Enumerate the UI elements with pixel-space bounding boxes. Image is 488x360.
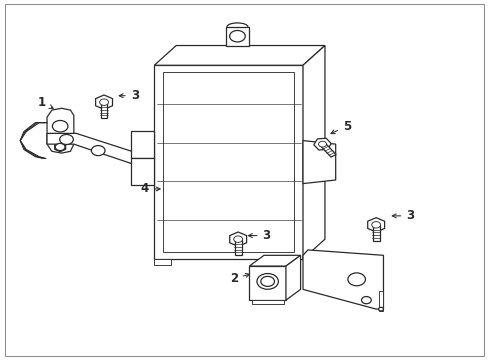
- Circle shape: [361, 297, 370, 304]
- Polygon shape: [154, 45, 325, 65]
- Polygon shape: [225, 27, 248, 45]
- Circle shape: [256, 274, 278, 289]
- Polygon shape: [234, 239, 241, 255]
- Polygon shape: [367, 218, 384, 232]
- Text: 3: 3: [119, 89, 139, 102]
- Circle shape: [371, 222, 380, 228]
- Polygon shape: [163, 72, 294, 252]
- Polygon shape: [285, 255, 300, 300]
- Text: 2: 2: [229, 272, 249, 285]
- Polygon shape: [101, 102, 107, 118]
- Text: 3: 3: [248, 229, 270, 242]
- Text: 5: 5: [330, 120, 350, 134]
- Polygon shape: [378, 291, 383, 311]
- Circle shape: [91, 145, 105, 156]
- Polygon shape: [229, 232, 246, 246]
- Polygon shape: [372, 225, 379, 240]
- Circle shape: [100, 99, 108, 105]
- Circle shape: [233, 236, 242, 242]
- Polygon shape: [303, 140, 335, 184]
- Polygon shape: [319, 143, 335, 157]
- Circle shape: [60, 134, 73, 144]
- Text: 3: 3: [391, 210, 413, 222]
- Circle shape: [229, 31, 244, 42]
- Polygon shape: [313, 138, 330, 150]
- Polygon shape: [249, 255, 300, 266]
- Polygon shape: [154, 65, 303, 259]
- Polygon shape: [131, 158, 154, 185]
- Text: 1: 1: [38, 96, 53, 109]
- Polygon shape: [249, 266, 285, 300]
- Circle shape: [318, 141, 326, 147]
- Circle shape: [347, 273, 365, 286]
- Polygon shape: [96, 95, 112, 109]
- Polygon shape: [47, 134, 137, 164]
- Circle shape: [260, 276, 274, 287]
- Polygon shape: [251, 300, 283, 305]
- Polygon shape: [131, 131, 154, 158]
- Circle shape: [52, 121, 68, 132]
- Circle shape: [55, 143, 65, 150]
- Polygon shape: [154, 259, 171, 265]
- Polygon shape: [303, 250, 383, 309]
- Circle shape: [378, 307, 383, 311]
- Polygon shape: [47, 108, 74, 153]
- Polygon shape: [303, 45, 325, 259]
- Text: 4: 4: [140, 183, 160, 195]
